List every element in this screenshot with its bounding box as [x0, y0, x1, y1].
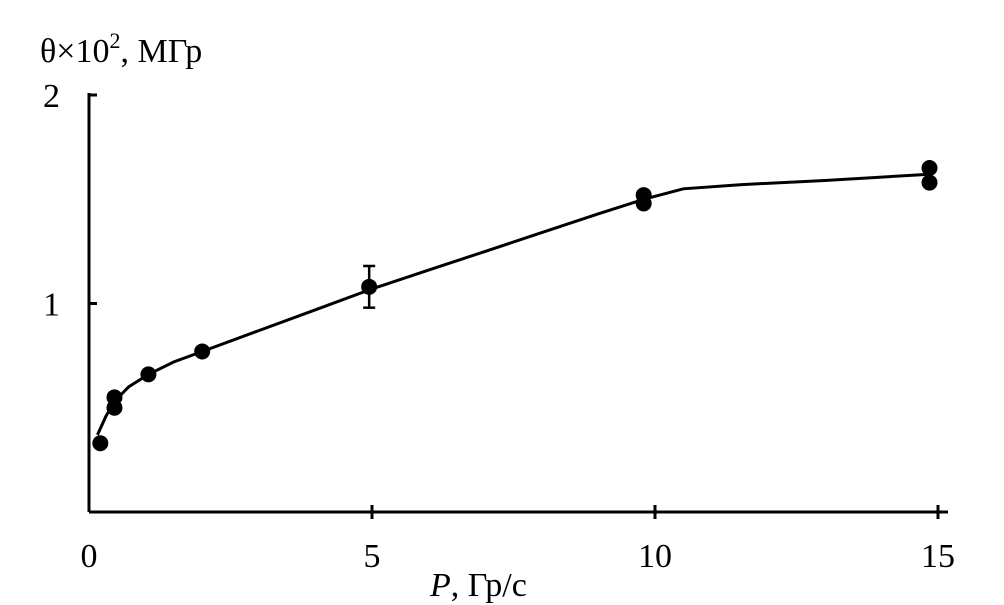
data-point-9: [921, 174, 938, 191]
x-axis-title: P, Гр/с: [429, 567, 527, 604]
x-tick-label-3: 15: [921, 538, 955, 575]
y-tick-label-1: 2: [43, 78, 60, 115]
ticks-group: [89, 93, 940, 519]
y-tick-label-0: 1: [43, 287, 60, 324]
data-point-2: [106, 399, 123, 416]
data-point-7: [635, 195, 652, 212]
x-tick-label-1: 5: [364, 538, 381, 575]
data-point-8: [921, 159, 938, 176]
y-axis-title-exponent: 2: [109, 28, 120, 53]
data-points-group: [92, 159, 938, 452]
data-point-0: [92, 435, 109, 452]
y-axis-title: θ×102, МГр: [40, 28, 202, 70]
data-point-4: [194, 343, 211, 360]
tick-labels-group: 0 5 10 15 1 2: [43, 78, 955, 575]
fit-curve: [96, 172, 930, 436]
data-point-3: [140, 366, 157, 383]
x-tick-label-0: 0: [81, 538, 98, 575]
data-point-5: [361, 278, 378, 295]
x-tick-label-2: 10: [638, 538, 672, 575]
